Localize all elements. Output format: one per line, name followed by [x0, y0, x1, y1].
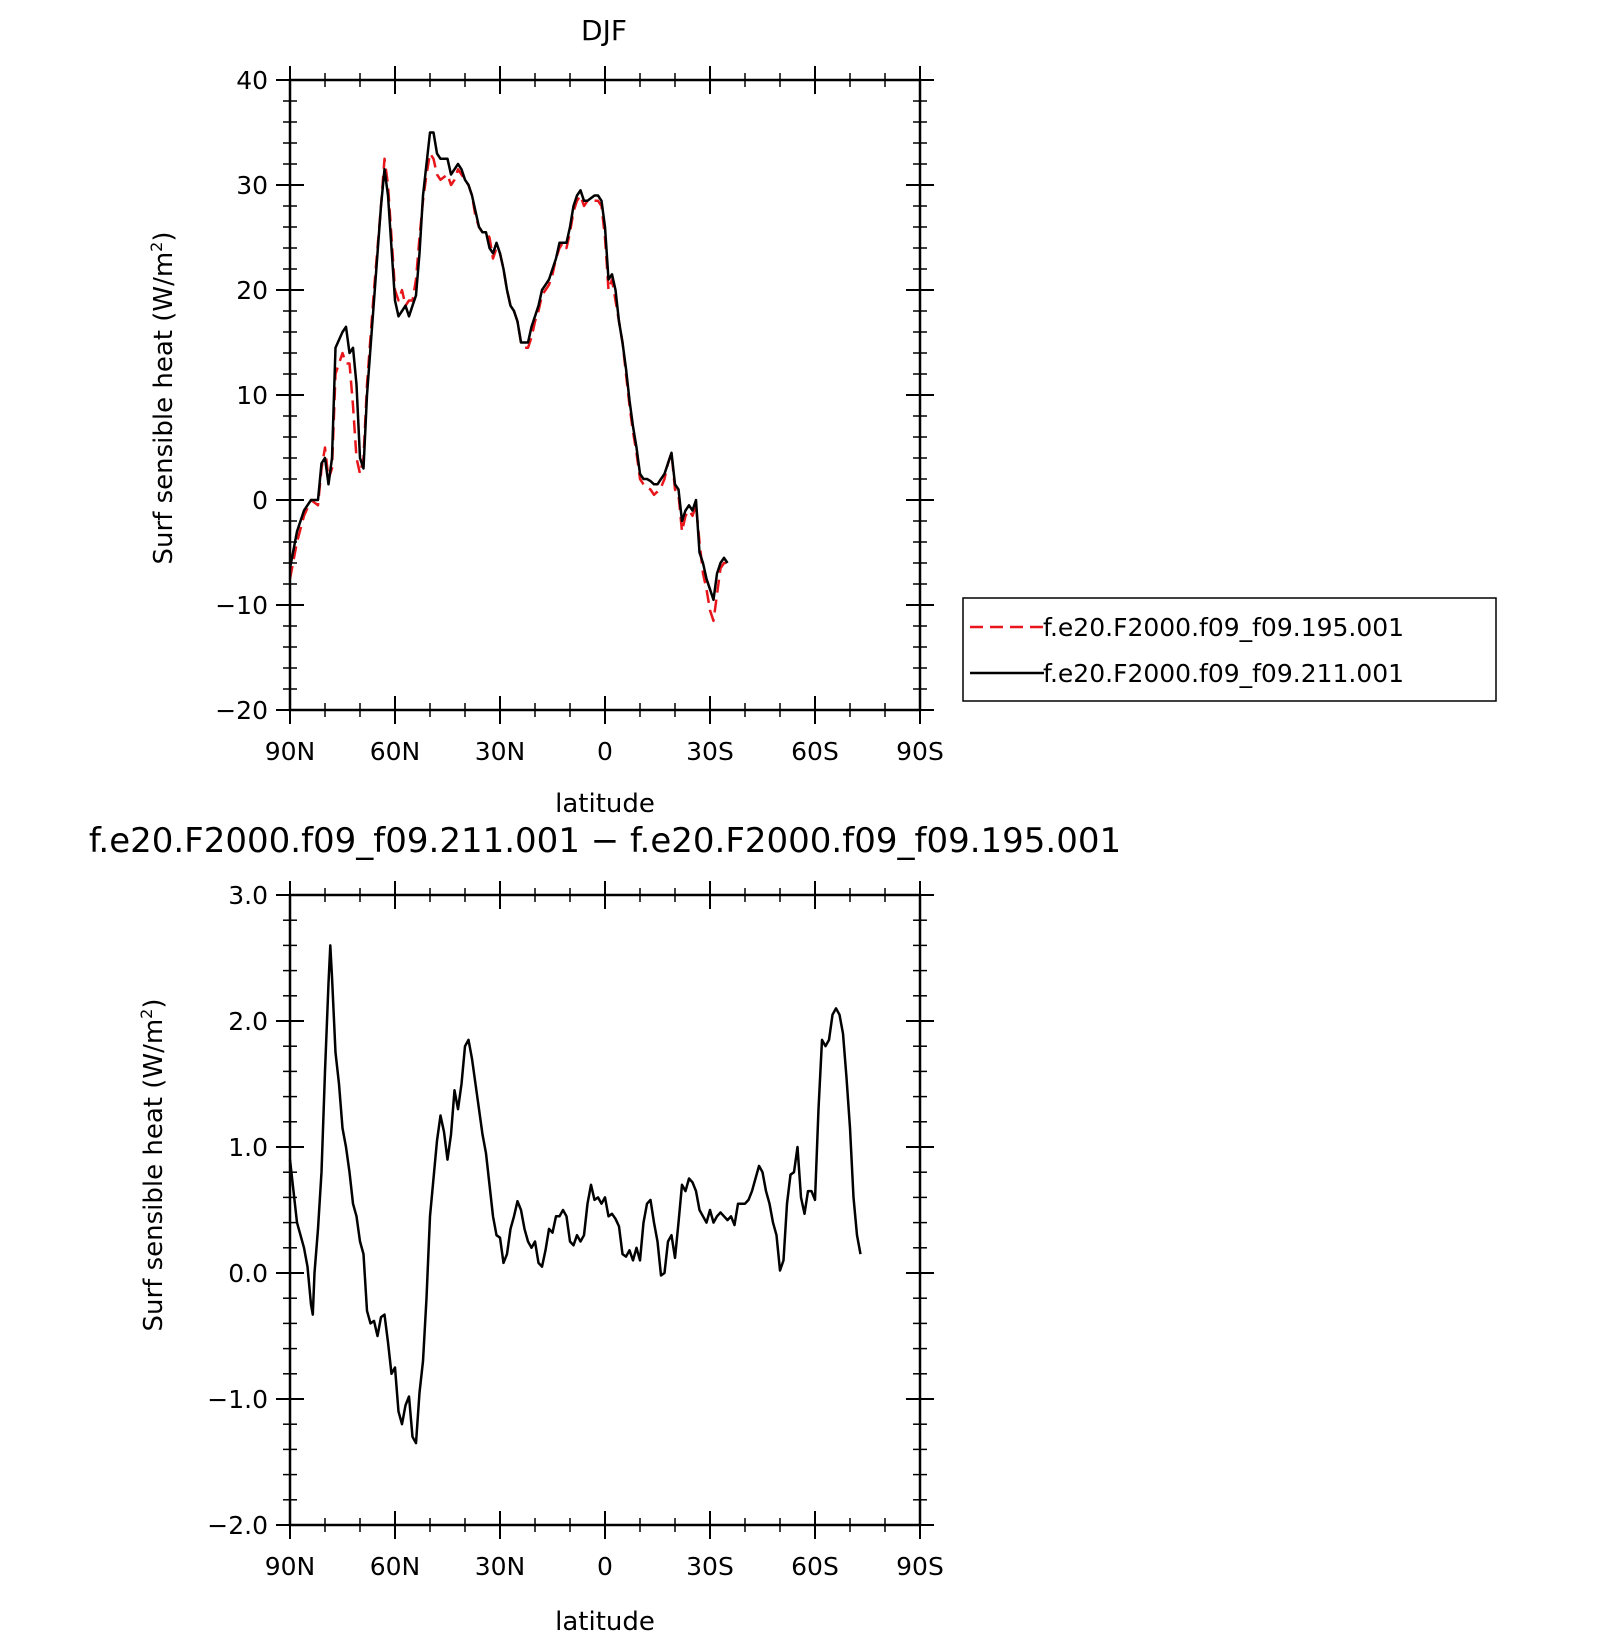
bottom-y-tick-label: −1.0 [207, 1385, 268, 1414]
bottom-x-tick-label: 90S [896, 1552, 944, 1581]
top-y-tick-label: −20 [215, 696, 268, 725]
top-y-tick-labels: −20 −10 0 10 20 30 40 [215, 66, 268, 725]
top-series-line-1 [288, 131, 729, 602]
top-x-tick-label: 0 [597, 737, 613, 766]
bottom-y-ticks [276, 894, 934, 1526]
top-x-tick-label: 60S [791, 737, 839, 766]
top-chart-title: DJF [581, 14, 627, 47]
bottom-plot-frame [288, 893, 922, 1527]
bottom-series [288, 944, 862, 1445]
top-y-tick-label: 0 [252, 486, 268, 515]
bottom-series-line-0 [288, 944, 862, 1445]
bottom-y-axis-label-sup: 2 [137, 1009, 156, 1019]
top-x-tick-label: 90N [265, 737, 316, 766]
top-y-axis-label-sup: 2 [147, 242, 166, 252]
top-series [288, 131, 729, 623]
top-y-tick-label: 10 [236, 381, 268, 410]
bottom-y-tick-label: 1.0 [228, 1133, 268, 1162]
bottom-x-ticks [289, 881, 921, 1539]
bottom-y-axis-label-close: ) [139, 998, 169, 1008]
bottom-x-tick-label: 90N [265, 1552, 316, 1581]
top-x-tick-label: 60N [370, 737, 421, 766]
top-y-ticks [276, 79, 934, 711]
top-x-axis-label: latitude [555, 789, 655, 819]
bottom-chart-title: f.e20.F2000.f09_f09.211.001 − f.e20.F200… [89, 821, 1121, 861]
top-y-tick-label: 40 [236, 66, 268, 95]
bottom-y-tick-label: 3.0 [228, 881, 268, 910]
top-y-axis-label-main: Surf sensible heat (W/m [149, 252, 179, 565]
bottom-y-axis-label: Surf sensible heat (W/m2) [137, 998, 169, 1331]
bottom-x-axis-label: latitude [555, 1607, 655, 1637]
bottom-y-tick-label: 2.0 [228, 1007, 268, 1036]
top-y-axis-label-close: ) [149, 231, 179, 241]
top-y-tick-label: 20 [236, 276, 268, 305]
legend: f.e20.F2000.f09_f09.195.001 f.e20.F2000.… [962, 597, 1497, 702]
bottom-y-tick-label: 0.0 [228, 1259, 268, 1288]
top-y-tick-label: −10 [215, 591, 268, 620]
legend-label-211: f.e20.F2000.f09_f09.211.001 [1043, 659, 1404, 688]
top-x-tick-label: 30S [686, 737, 734, 766]
bottom-x-tick-label: 30S [686, 1552, 734, 1581]
bottom-x-tick-label: 0 [597, 1552, 613, 1581]
top-panel: DJF Surf sensible heat (W/m2) −20 −10 0 10 2… [147, 14, 1497, 819]
top-x-tick-label: 30N [475, 737, 526, 766]
legend-box [962, 597, 1497, 702]
top-x-tick-label: 90S [896, 737, 944, 766]
bottom-x-tick-label: 30N [475, 1552, 526, 1581]
top-x-tick-labels: 90N 60N 30N 0 30S 60S 90S [265, 737, 944, 766]
legend-label-195: f.e20.F2000.f09_f09.195.001 [1043, 613, 1404, 642]
bottom-y-tick-labels: −2.0 −1.0 0.0 1.0 2.0 3.0 [207, 881, 268, 1540]
top-y-axis-label: Surf sensible heat (W/m2) [147, 231, 179, 564]
bottom-panel: f.e20.F2000.f09_f09.211.001 − f.e20.F200… [89, 821, 1121, 1637]
bottom-y-axis-label-main: Surf sensible heat (W/m [139, 1019, 169, 1332]
top-y-tick-label: 30 [236, 171, 268, 200]
bottom-y-tick-label: −2.0 [207, 1511, 268, 1540]
bottom-x-tick-label: 60S [791, 1552, 839, 1581]
bottom-x-tick-label: 60N [370, 1552, 421, 1581]
top-plot-frame [288, 78, 922, 712]
bottom-x-tick-labels: 90N 60N 30N 0 30S 60S 90S [265, 1552, 944, 1581]
